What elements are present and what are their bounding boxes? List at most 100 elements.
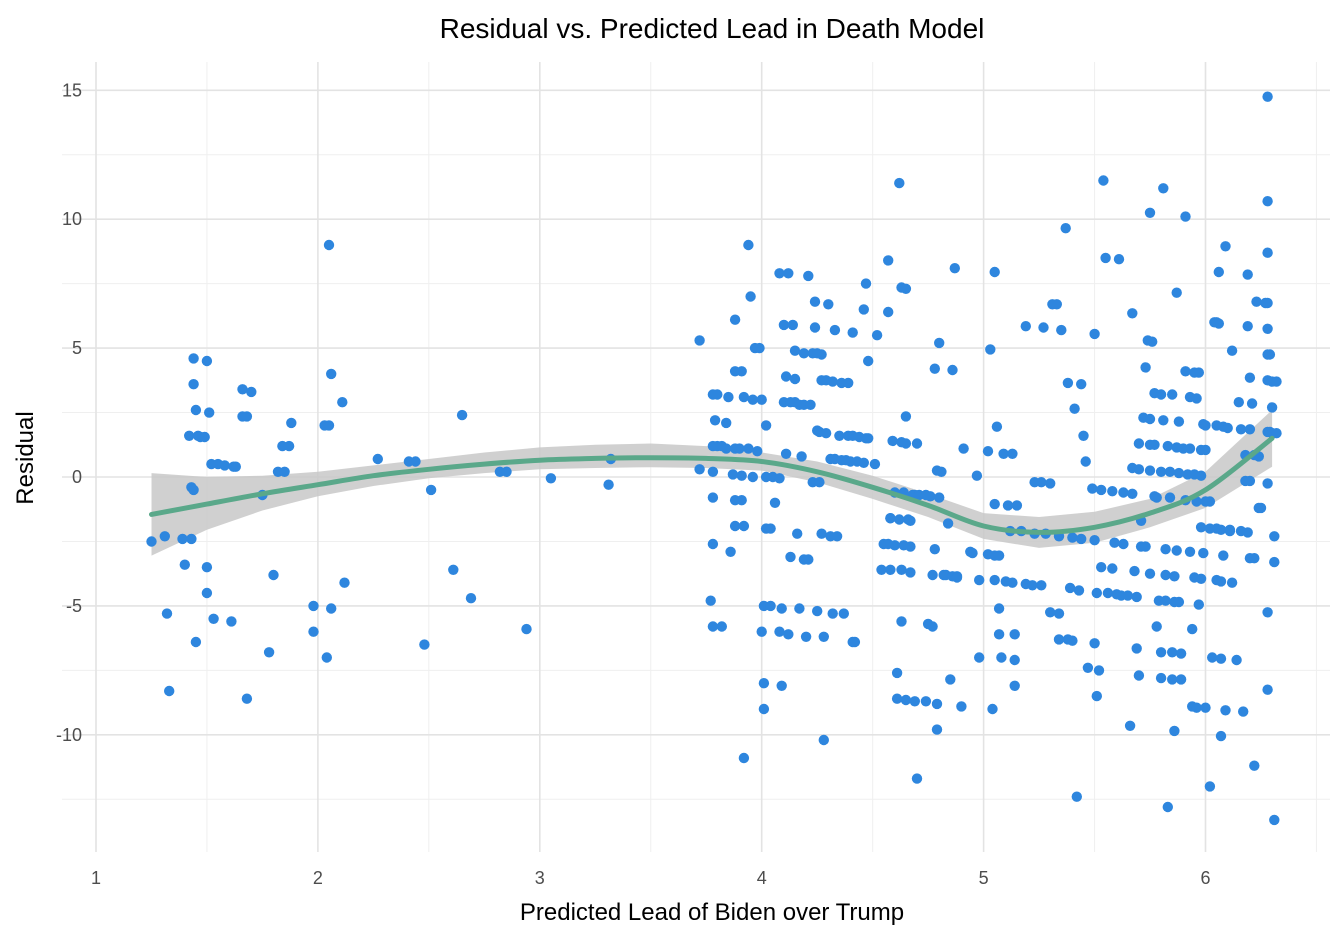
data-point bbox=[803, 270, 814, 282]
x-axis-tick-labels: 1 2 3 4 5 6 bbox=[91, 868, 1211, 888]
data-point bbox=[1067, 532, 1078, 543]
data-point bbox=[1218, 550, 1229, 561]
data-point bbox=[900, 694, 912, 706]
data-point bbox=[1062, 377, 1074, 389]
data-point bbox=[410, 456, 421, 467]
data-point bbox=[279, 466, 290, 477]
data-point bbox=[858, 304, 869, 315]
data-point bbox=[1238, 706, 1249, 717]
data-point bbox=[998, 448, 1009, 459]
data-point bbox=[974, 574, 985, 586]
data-point bbox=[863, 433, 874, 444]
data-point bbox=[1078, 430, 1089, 441]
data-point bbox=[809, 322, 821, 333]
x-tick-label: 6 bbox=[1200, 868, 1210, 888]
confidence-band bbox=[151, 410, 1273, 556]
data-point bbox=[920, 696, 932, 707]
data-point bbox=[1140, 362, 1151, 373]
data-point bbox=[1107, 486, 1118, 497]
data-point bbox=[745, 291, 756, 302]
data-point bbox=[1264, 349, 1276, 360]
data-point bbox=[1144, 207, 1156, 218]
data-point bbox=[1215, 576, 1227, 587]
y-tick-label: 0 bbox=[72, 467, 82, 487]
data-point bbox=[1133, 670, 1145, 681]
data-point bbox=[707, 466, 719, 477]
data-point bbox=[1131, 643, 1142, 654]
data-point bbox=[308, 626, 319, 637]
data-point bbox=[794, 603, 805, 614]
data-point bbox=[774, 626, 785, 637]
confidence-band-layer bbox=[151, 410, 1273, 556]
data-point bbox=[339, 577, 350, 588]
data-point bbox=[829, 324, 841, 336]
data-point bbox=[993, 550, 1005, 561]
data-point bbox=[204, 407, 215, 418]
data-point bbox=[1073, 585, 1085, 596]
data-point bbox=[789, 345, 801, 356]
data-point bbox=[1056, 324, 1067, 336]
data-point bbox=[727, 469, 739, 480]
data-point bbox=[729, 520, 741, 532]
data-point bbox=[838, 608, 849, 619]
data-point bbox=[1158, 183, 1169, 194]
data-point bbox=[1067, 635, 1078, 646]
data-point bbox=[1045, 607, 1056, 618]
x-tick-label: 1 bbox=[91, 868, 101, 888]
data-point bbox=[991, 421, 1003, 432]
data-point bbox=[927, 621, 938, 632]
x-tick-label: 5 bbox=[979, 868, 989, 888]
data-point bbox=[934, 337, 945, 349]
data-point bbox=[1191, 393, 1202, 404]
data-point bbox=[723, 391, 734, 403]
data-point bbox=[905, 515, 916, 526]
data-point bbox=[694, 335, 705, 346]
data-point bbox=[971, 470, 983, 481]
data-point bbox=[796, 451, 807, 462]
data-point bbox=[889, 540, 900, 551]
data-point bbox=[758, 678, 770, 689]
data-point bbox=[949, 263, 960, 274]
y-tick-label: -10 bbox=[56, 725, 82, 745]
data-point bbox=[184, 430, 195, 441]
data-point bbox=[1089, 638, 1100, 649]
data-point bbox=[1269, 556, 1280, 568]
data-point bbox=[199, 431, 210, 443]
data-point bbox=[820, 428, 832, 439]
x-tick-label: 4 bbox=[757, 868, 767, 888]
data-point bbox=[887, 435, 898, 447]
data-point bbox=[308, 600, 319, 612]
data-point bbox=[729, 314, 741, 325]
data-point bbox=[709, 415, 721, 426]
data-point bbox=[1118, 538, 1129, 550]
data-point bbox=[1193, 367, 1205, 378]
data-point bbox=[803, 554, 814, 565]
data-point bbox=[1160, 595, 1171, 606]
data-point bbox=[1020, 321, 1031, 332]
data-point bbox=[1249, 760, 1260, 771]
data-point bbox=[1164, 466, 1176, 477]
data-point bbox=[809, 296, 821, 307]
data-point bbox=[812, 605, 823, 617]
data-point bbox=[776, 680, 787, 691]
data-point bbox=[858, 457, 869, 468]
minor-gridlines bbox=[62, 62, 1330, 852]
data-point bbox=[1038, 322, 1049, 333]
data-point bbox=[1198, 547, 1209, 559]
data-point bbox=[905, 541, 916, 552]
data-point bbox=[1011, 500, 1023, 511]
data-point bbox=[1076, 533, 1087, 545]
data-point bbox=[863, 355, 874, 367]
data-point bbox=[989, 574, 1000, 586]
data-point bbox=[760, 420, 772, 431]
data-point bbox=[1167, 647, 1178, 658]
data-point bbox=[1246, 398, 1258, 409]
data-point bbox=[798, 348, 810, 359]
y-tick-label: 5 bbox=[72, 338, 82, 358]
data-point bbox=[241, 411, 253, 422]
data-point bbox=[1169, 725, 1180, 737]
chart-title: Residual vs. Predicted Lead in Death Mod… bbox=[440, 13, 985, 44]
data-point bbox=[707, 538, 719, 550]
data-point bbox=[816, 528, 827, 539]
data-point bbox=[1069, 403, 1080, 414]
